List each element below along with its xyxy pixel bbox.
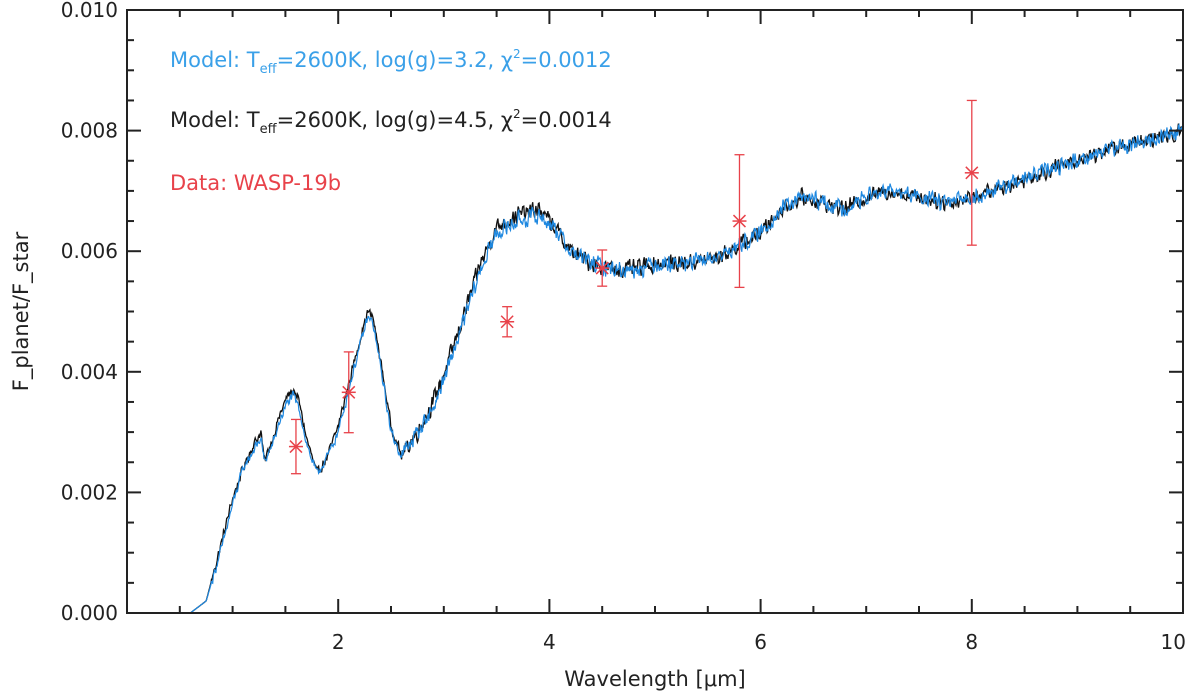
data-point	[732, 154, 747, 289]
y-tick-label: 0.006	[61, 239, 118, 263]
legend-1-prefix: Model: T	[170, 108, 260, 132]
legend-0-prefix: Model: T	[170, 48, 260, 72]
data-point	[595, 249, 610, 287]
data-point	[341, 351, 356, 434]
tick-labels: 2 4 6 8 10 0.000 0.002 0.004 0.006 0.008 0.010	[61, 0, 1186, 654]
legend-1-sub: eff	[260, 122, 278, 137]
legend-0-mid: =2600K, log(g)=3.2, χ	[277, 48, 513, 72]
series-logg45-line	[132, 123, 1184, 614]
data-points-layer	[288, 99, 979, 475]
x-tick-label: 2	[332, 630, 345, 654]
y-axis-title-text: F_planet/F_star	[9, 231, 34, 391]
y-axis-title: F_planet/F_star	[9, 231, 34, 391]
legend: Model: Teff=2600K, log(g)=3.2, χ2=0.0012…	[170, 47, 612, 195]
legend-entry-logg32: Model: Teff=2600K, log(g)=3.2, χ2=0.0012	[170, 47, 612, 77]
model-series-layer	[132, 122, 1184, 614]
x-tick-label: 8	[965, 630, 978, 654]
axis-ticks	[127, 10, 1183, 613]
legend-1-suffix: =0.0014	[521, 108, 612, 132]
data-point	[964, 99, 979, 246]
legend-0-sup: 2	[513, 47, 521, 61]
x-tick-label: 4	[543, 630, 556, 654]
x-tick-label: 10	[1161, 630, 1186, 654]
legend-0-sub: eff	[260, 62, 278, 77]
plot-frame	[126, 9, 1184, 614]
y-tick-label: 0.008	[61, 119, 118, 143]
y-tick-label: 0.002	[61, 480, 118, 504]
x-axis-title: Wavelength [μm]	[564, 667, 745, 691]
y-tick-label: 0.000	[61, 601, 118, 625]
legend-1-sup: 2	[513, 107, 521, 121]
y-tick-label: 0.010	[61, 0, 118, 22]
data-point	[288, 418, 303, 475]
x-tick-label: 6	[754, 630, 767, 654]
legend-1-mid: =2600K, log(g)=4.5, χ	[277, 108, 513, 132]
legend-entry-logg45: Model: Teff=2600K, log(g)=4.5, χ2=0.0014	[170, 107, 612, 137]
data-point	[500, 306, 515, 338]
series-logg32-line	[132, 122, 1183, 614]
y-tick-label: 0.004	[61, 360, 118, 384]
legend-entry-data: Data: WASP-19b	[170, 171, 341, 195]
legend-0-suffix: =0.0012	[521, 48, 612, 72]
